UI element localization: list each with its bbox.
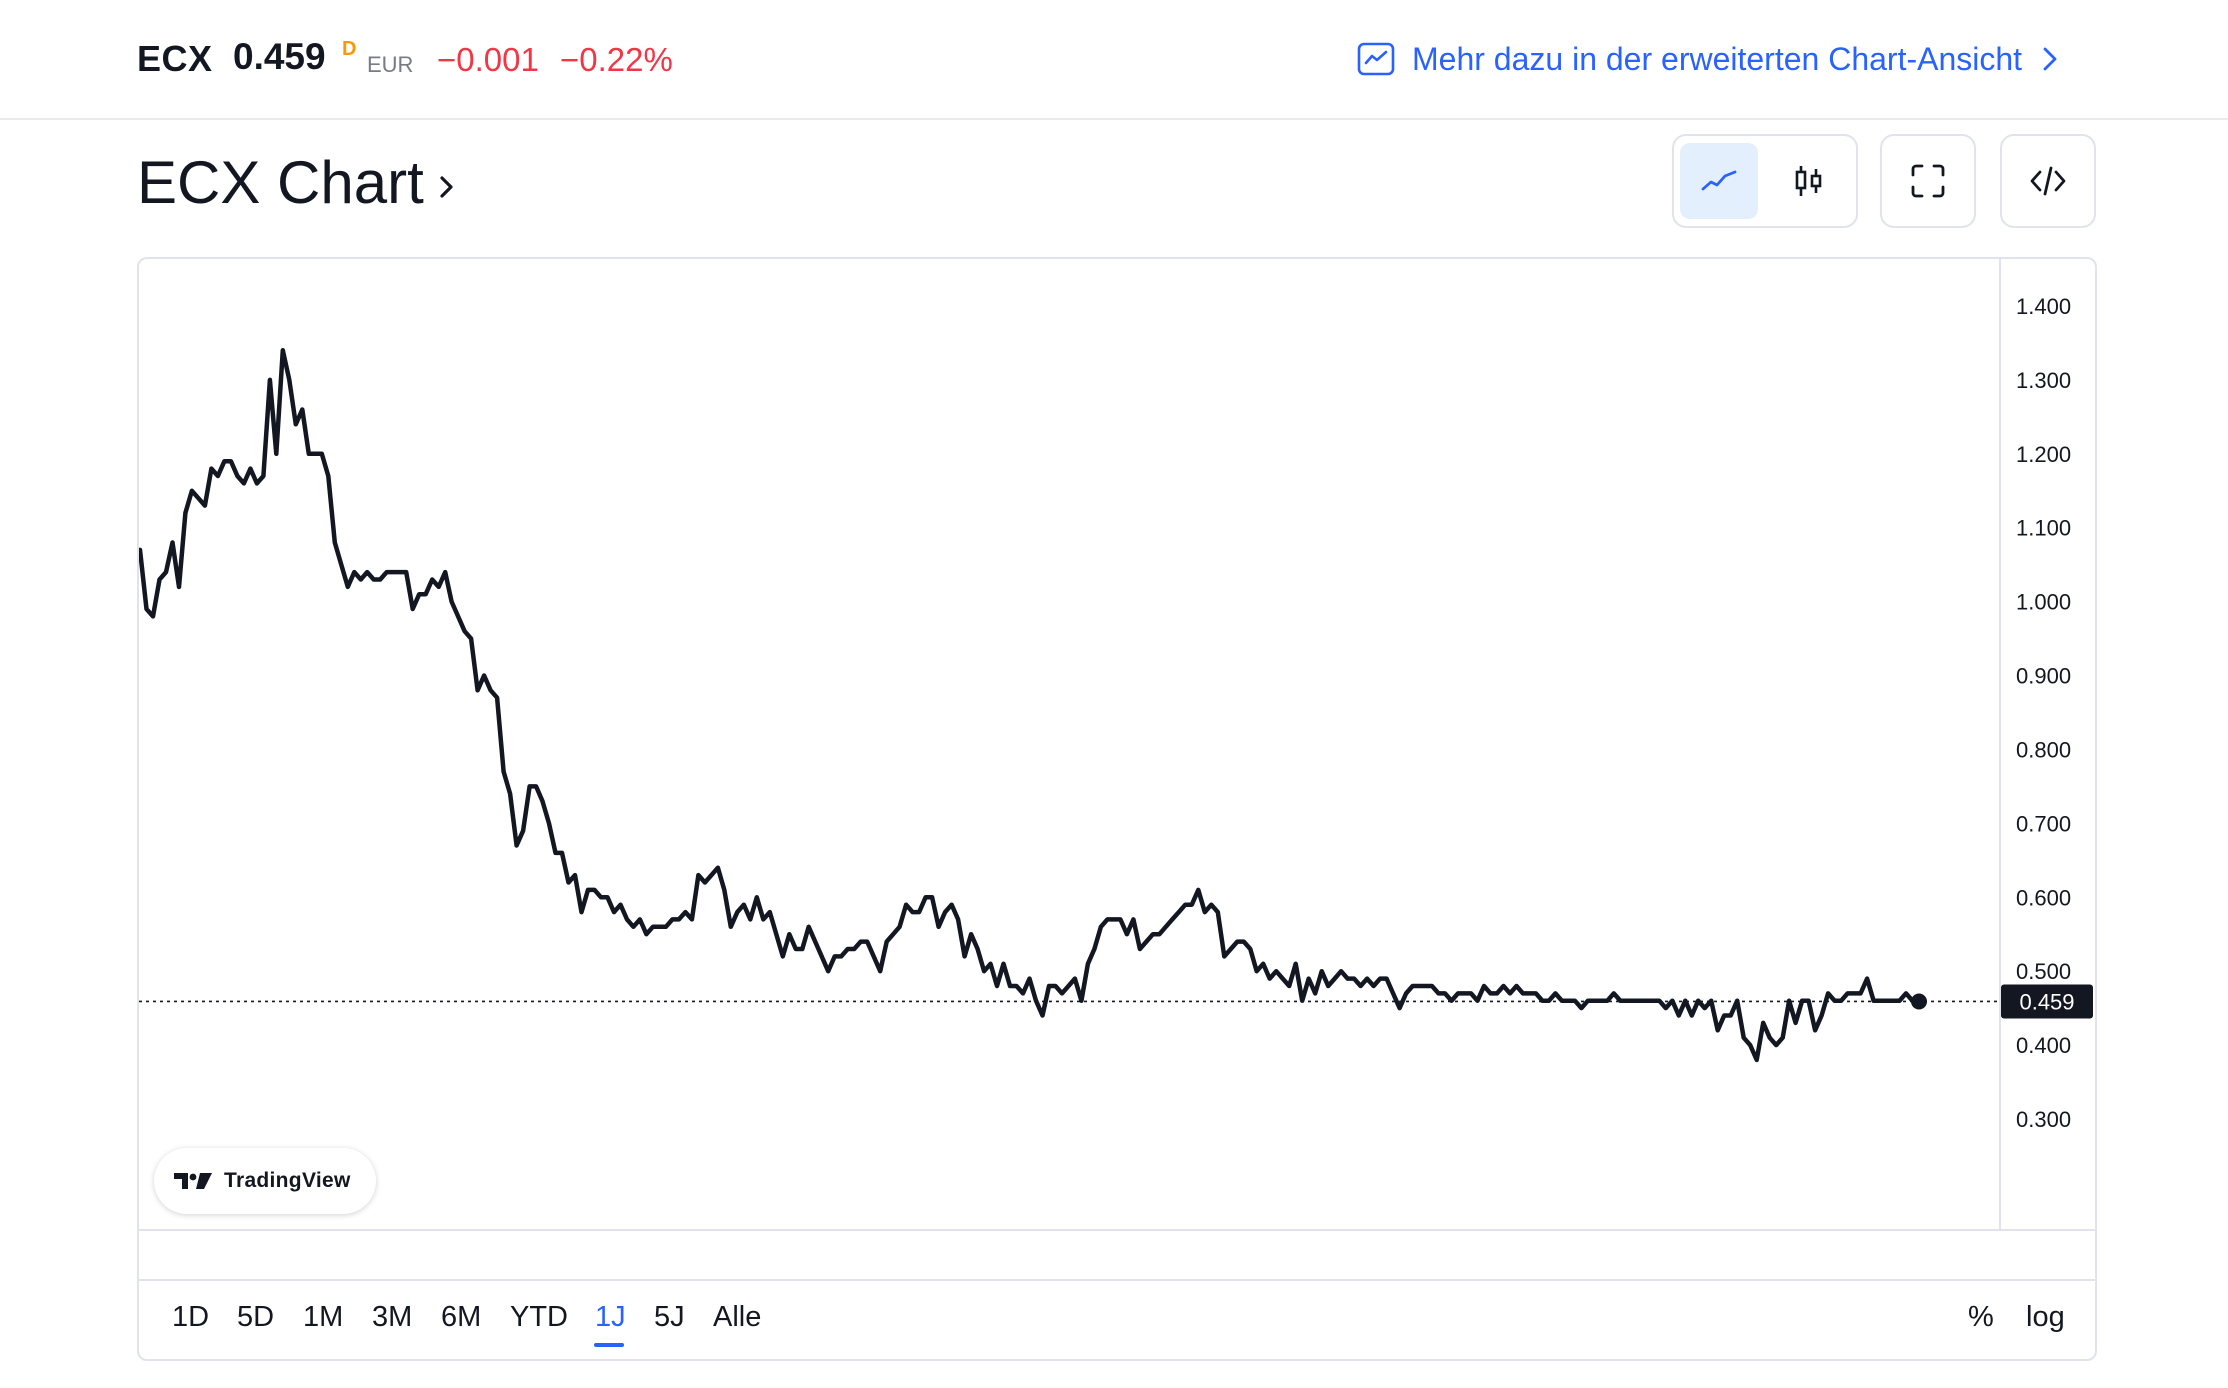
range-5d[interactable]: 5D (237, 1301, 275, 1333)
price-tick-label: 1.200 (2016, 442, 2071, 467)
price-tick-label: 0.300 (2016, 1107, 2071, 1132)
chevron-right-icon (440, 175, 453, 198)
embed-button[interactable] (2009, 143, 2087, 219)
price-tick-label: 0.700 (2016, 811, 2071, 836)
price-tick-label: 1.300 (2016, 368, 2071, 393)
price-change: −0.001 (437, 41, 539, 78)
range-ytd[interactable]: YTD (510, 1301, 568, 1333)
price-line (139, 348, 1922, 1063)
price-tick-label: 1.000 (2016, 590, 2071, 615)
range-1j[interactable]: 1J (595, 1301, 626, 1333)
price-tick-label: 0.500 (2016, 959, 2071, 984)
line-chart-button[interactable] (1680, 143, 1758, 219)
delayed-flag: D (342, 38, 357, 60)
fullscreen-button[interactable] (1889, 143, 1967, 219)
range-5j[interactable]: 5J (654, 1301, 685, 1333)
chart-style-group (1672, 134, 1858, 228)
price-tick-label: 1.100 (2016, 516, 2071, 541)
advanced-chart-link-label: Mehr dazu in der erweiterten Chart-Ansic… (1412, 40, 2023, 77)
chart-window-icon (1357, 42, 1395, 76)
range-1m[interactable]: 1M (303, 1301, 344, 1333)
price-axis: 1.400 1.300 1.200 1.100 1.000 0.900 0.800 0.700… (2016, 294, 2071, 1132)
last-price: 0.459 (233, 36, 326, 77)
range-selector: 1D 5D 1M 3M 6M YTD 1J 5J Alle % log (139, 1281, 2095, 1359)
price-chart[interactable]: 1.400 1.300 1.200 1.100 1.000 0.900 0.800 0.700… (139, 259, 2095, 1229)
range-1d[interactable]: 1D (172, 1301, 210, 1333)
log-scale-toggle[interactable]: log (2026, 1301, 2065, 1333)
line-chart-icon (1701, 170, 1737, 191)
advanced-chart-link[interactable]: Mehr dazu in der erweiterten Chart-Ansic… (1356, 36, 2060, 82)
active-range-indicator (594, 1343, 624, 1347)
tradingview-label: TradingView (224, 1169, 351, 1192)
tradingview-logo-icon (174, 1173, 212, 1189)
chevron-right-icon (2043, 47, 2057, 71)
candlestick-icon (1795, 166, 1822, 196)
percent-scale-toggle[interactable]: % (1968, 1301, 1994, 1333)
tradingview-attribution[interactable]: TradingView (154, 1148, 376, 1214)
price-tick-label: 0.800 (2016, 737, 2071, 762)
current-price-label: 0.459 (2001, 984, 2093, 1019)
current-price-value: 0.459 (2019, 989, 2074, 1014)
symbol-header: ECX 0.459 D EUR −0.001 −0.22% Mehr dazu … (0, 0, 2228, 120)
price-tick-label: 1.400 (2016, 294, 2071, 319)
price-tick-label: 0.600 (2016, 885, 2071, 910)
range-alle[interactable]: Alle (713, 1301, 762, 1333)
price-change-percent: −0.22% (560, 41, 673, 78)
last-price-dot (1911, 993, 1927, 1010)
symbol-name: ECX (137, 38, 213, 79)
currency-label: EUR (367, 52, 414, 77)
range-6m[interactable]: 6M (441, 1301, 482, 1333)
chart-title-link[interactable]: ECX Chart (137, 148, 458, 217)
range-3m[interactable]: 3M (372, 1301, 413, 1333)
chart-container (137, 257, 2097, 1361)
price-tick-label: 0.400 (2016, 1033, 2071, 1058)
chart-title: ECX Chart (137, 149, 424, 216)
candle-chart-button[interactable] (1770, 143, 1848, 219)
embed-group (2000, 134, 2096, 228)
code-icon (2030, 166, 2066, 196)
time-axis-row (139, 1229, 2095, 1281)
price-tick-label: 0.900 (2016, 664, 2071, 689)
fullscreen-icon (1911, 164, 1945, 198)
fullscreen-group (1880, 134, 1976, 228)
